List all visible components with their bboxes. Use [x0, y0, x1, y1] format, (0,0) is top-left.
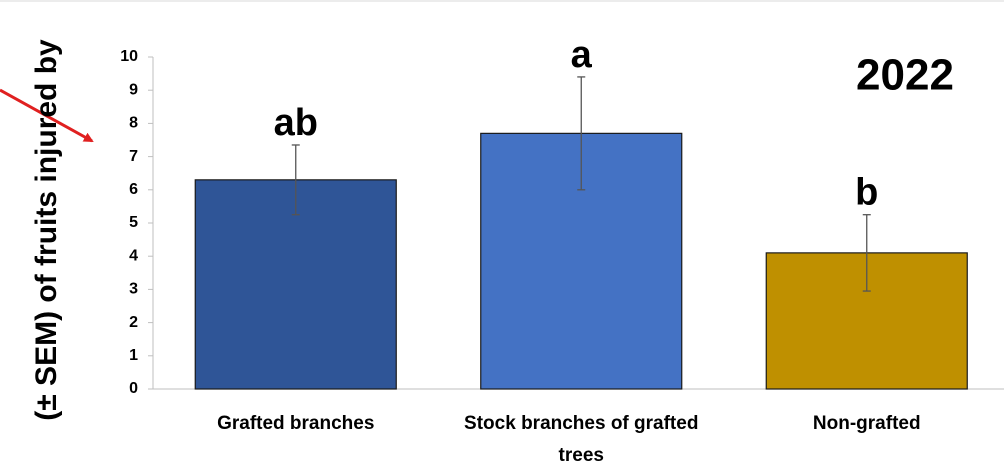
year-label: 2022 [856, 51, 954, 100]
y-tick-label: 3 [129, 281, 138, 298]
x-tick-label: Stock branches of grafted trees [464, 413, 698, 466]
y-tick-label: 0 [129, 380, 138, 397]
x-tick-label: Grafted branches [217, 413, 374, 434]
y-tick-label: 4 [129, 247, 138, 264]
x-tick-label: Non-grafted [813, 413, 921, 434]
significance-letter: b [855, 172, 878, 214]
arrow [0, 88, 94, 143]
significance-letter: a [571, 34, 593, 76]
y-axis-label: (± SEM) of fruits injured by [30, 39, 63, 421]
y-tick-label: 7 [129, 148, 138, 165]
y-tick-label: 6 [129, 181, 138, 198]
y-tick-label: 9 [129, 81, 138, 98]
y-tick-label: 2 [129, 314, 138, 331]
y-tick-label: 5 [129, 214, 138, 231]
y-tick-label: 1 [129, 347, 138, 364]
y-tick-label: 10 [120, 48, 138, 65]
significance-letter: ab [274, 102, 318, 144]
y-tick-label: 8 [129, 115, 138, 132]
